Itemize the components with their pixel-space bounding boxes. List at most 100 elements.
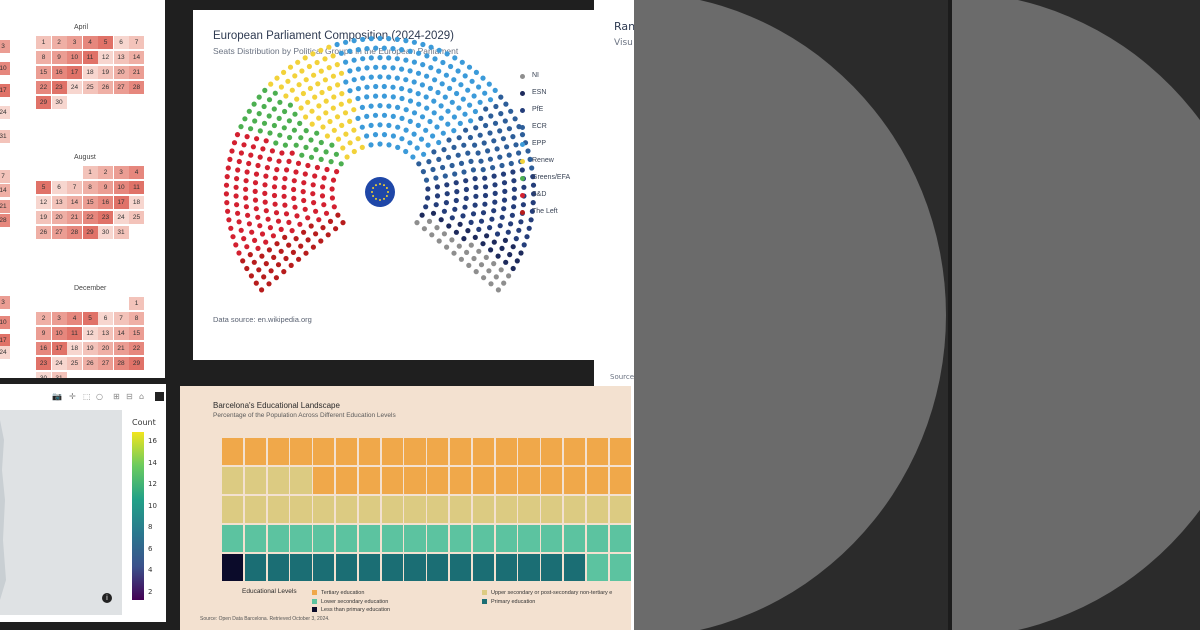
- seat-dot: [411, 110, 418, 116]
- seat-dot: [302, 206, 308, 212]
- seat-dot: [489, 216, 495, 222]
- legend-item[interactable]: ECR: [520, 121, 547, 133]
- seat-dot: [510, 169, 516, 175]
- box-select-icon[interactable]: ⬚: [83, 392, 91, 401]
- seat-dot: [254, 136, 260, 142]
- seat-dot: [411, 39, 417, 45]
- colorbar-tick-label: 14: [148, 458, 157, 467]
- seat-dot: [395, 104, 401, 110]
- seat-dot: [224, 174, 230, 180]
- waffle-legend-item[interactable]: Tertiary education: [312, 590, 364, 596]
- calendar-day-cell: 17: [67, 66, 82, 79]
- seat-dot: [281, 184, 287, 190]
- legend-item[interactable]: PfE: [520, 104, 543, 116]
- waffle-cell: [404, 496, 426, 524]
- seat-dot: [394, 75, 400, 81]
- waffle-legend-item[interactable]: Upper secondary or post-secondary non-te…: [482, 590, 612, 596]
- seat-dot: [263, 173, 269, 179]
- seat-dot: [302, 171, 308, 177]
- seat-dot: [347, 88, 353, 94]
- seat-dot: [480, 167, 486, 173]
- coastline-shape: [0, 420, 6, 600]
- seat-dot: [481, 275, 487, 281]
- map-coastline: [0, 400, 10, 600]
- legend-item[interactable]: The Left: [520, 206, 558, 218]
- seat-dot: [292, 204, 298, 210]
- seat-dot: [470, 167, 476, 173]
- seat-dot: [457, 120, 463, 126]
- seat-dot: [311, 72, 317, 78]
- camera-icon[interactable]: 📷: [52, 392, 62, 401]
- seat-dot: [291, 186, 297, 193]
- seat-dot: [234, 202, 240, 208]
- zoom-out-icon[interactable]: ⊟: [126, 392, 133, 401]
- seat-dot: [510, 244, 516, 250]
- seat-dot: [261, 120, 268, 126]
- seat-dot: [423, 127, 429, 133]
- eu-star: [383, 197, 385, 200]
- waffle-cell: [222, 467, 244, 495]
- zoom-in-icon[interactable]: ⊞: [113, 392, 120, 401]
- info-icon[interactable]: i: [102, 593, 112, 603]
- calendar-day-cell: 14: [129, 51, 144, 64]
- seat-dot: [521, 242, 527, 248]
- seat-dot: [233, 193, 239, 199]
- seat-dot: [498, 94, 504, 100]
- legend-item[interactable]: ESN: [520, 87, 546, 99]
- seat-dot: [471, 255, 477, 262]
- seat-dot: [257, 154, 263, 160]
- partial-chart-title: Ran: [614, 20, 634, 33]
- seat-dot: [381, 132, 388, 138]
- legend-item[interactable]: Renew: [520, 155, 554, 167]
- seat-dot: [424, 53, 430, 59]
- waffle-cell: [404, 525, 426, 553]
- seat-dot: [480, 241, 486, 247]
- seat-dot: [360, 36, 366, 42]
- seat-dot: [502, 237, 508, 243]
- plotly-logo-icon[interactable]: [155, 392, 164, 401]
- eu-star: [372, 195, 375, 197]
- seat-dot: [426, 159, 432, 165]
- waffle-source: Source: Open Data Barcelona. Retrieved O…: [200, 616, 330, 622]
- waffle-cell: [472, 525, 494, 553]
- seat-dot: [511, 204, 517, 210]
- pan-icon[interactable]: ✛: [69, 392, 76, 401]
- seat-dot: [291, 195, 297, 201]
- waffle-cell: [609, 467, 631, 495]
- eu-star: [375, 184, 377, 187]
- seat-dot: [505, 229, 511, 235]
- seat-dot: [248, 152, 254, 158]
- seat-dot: [319, 193, 326, 199]
- seat-dot: [506, 273, 512, 279]
- calendar-day-cell: 25: [67, 357, 82, 370]
- map-land-area[interactable]: [0, 410, 122, 615]
- legend-item[interactable]: EPP: [520, 138, 546, 150]
- seat-dot: [497, 154, 503, 160]
- seat-dot: [386, 55, 392, 61]
- waffle-legend-item[interactable]: Lower secondary education: [312, 599, 388, 605]
- seat-dot: [442, 94, 448, 100]
- seat-dot: [386, 122, 392, 128]
- seat-dot: [435, 89, 441, 96]
- home-icon[interactable]: ⌂: [139, 392, 145, 401]
- seat-dot: [285, 78, 291, 84]
- legend-item[interactable]: NI: [520, 70, 539, 82]
- seat-dot: [283, 211, 290, 217]
- seat-dot: [511, 195, 517, 201]
- seat-dot: [420, 169, 426, 175]
- seat-dot: [225, 165, 231, 171]
- seat-dot: [399, 86, 405, 92]
- lasso-icon[interactable]: ○: [96, 392, 103, 401]
- seat-dot: [330, 73, 336, 79]
- waffle-cell: [336, 496, 358, 524]
- waffle-cell: [518, 525, 540, 553]
- waffle-legend-item[interactable]: Primary education: [482, 599, 535, 605]
- waffle-legend-item[interactable]: Less than primary education: [312, 607, 390, 613]
- seat-dot: [423, 94, 429, 100]
- calendar-day-cell: 13: [113, 51, 129, 64]
- legend-item[interactable]: Greens/EFA: [520, 172, 570, 184]
- calendar-day-cell: 23: [51, 81, 67, 94]
- legend-swatch: [520, 125, 525, 130]
- legend-item[interactable]: S&D: [520, 189, 546, 201]
- calendar-day-cell: 26: [98, 81, 113, 94]
